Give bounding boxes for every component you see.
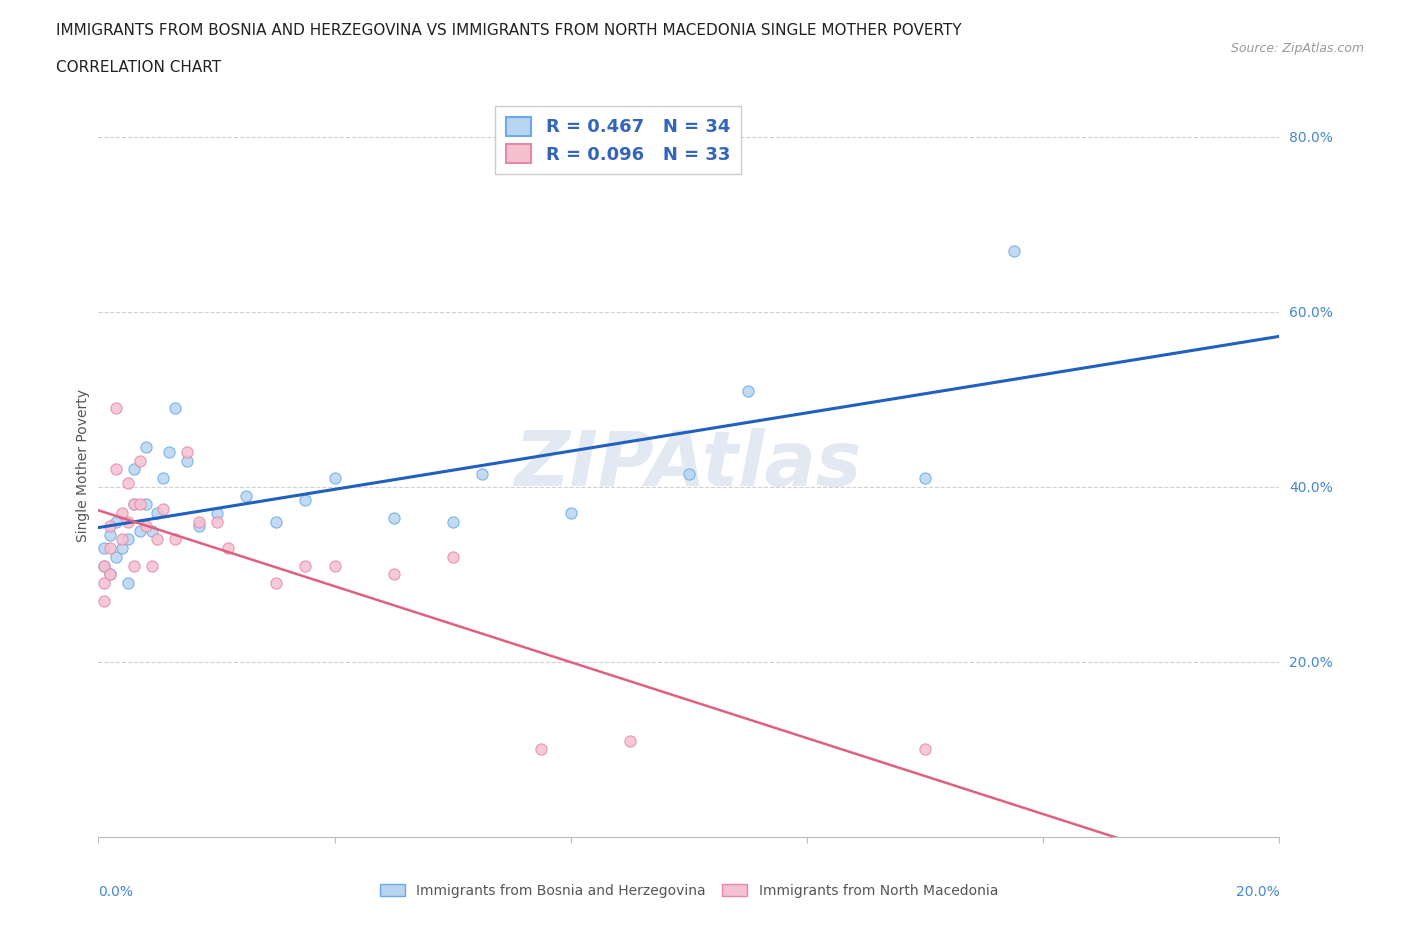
Text: ZIPAtlas: ZIPAtlas xyxy=(515,428,863,502)
Point xyxy=(93,558,115,573)
Point xyxy=(152,501,174,516)
Point xyxy=(122,497,145,512)
Point xyxy=(294,558,316,573)
Point xyxy=(93,540,115,555)
Point xyxy=(165,532,187,547)
Point xyxy=(93,576,115,591)
Point xyxy=(294,493,316,508)
Point xyxy=(117,514,139,529)
Y-axis label: Single Mother Poverty: Single Mother Poverty xyxy=(76,389,90,541)
Text: 0.0%: 0.0% xyxy=(98,885,134,899)
Point xyxy=(187,514,209,529)
Point xyxy=(141,558,163,573)
Point xyxy=(98,540,121,555)
Point xyxy=(619,733,641,748)
Point xyxy=(122,497,145,512)
Point xyxy=(187,519,209,534)
Point xyxy=(135,519,157,534)
Point xyxy=(157,445,180,459)
Point xyxy=(678,466,700,481)
Point xyxy=(146,532,169,547)
Legend: Immigrants from Bosnia and Herzegovina, Immigrants from North Macedonia: Immigrants from Bosnia and Herzegovina, … xyxy=(373,877,1005,905)
Point xyxy=(122,462,145,477)
Point xyxy=(382,510,405,525)
Point xyxy=(382,567,405,582)
Text: CORRELATION CHART: CORRELATION CHART xyxy=(56,60,221,75)
Point xyxy=(111,532,134,547)
Point xyxy=(93,593,115,608)
Point xyxy=(441,514,464,529)
Point xyxy=(93,558,115,573)
Point xyxy=(128,453,150,468)
Point xyxy=(205,506,228,521)
Point xyxy=(117,532,139,547)
Point xyxy=(441,550,464,565)
Point xyxy=(135,497,157,512)
Point xyxy=(122,558,145,573)
Point xyxy=(111,540,134,555)
Point xyxy=(205,514,228,529)
Point xyxy=(128,524,150,538)
Point xyxy=(111,506,134,521)
Point xyxy=(530,742,553,757)
Point xyxy=(323,558,346,573)
Point xyxy=(914,471,936,485)
Text: IMMIGRANTS FROM BOSNIA AND HERZEGOVINA VS IMMIGRANTS FROM NORTH MACEDONIA SINGLE: IMMIGRANTS FROM BOSNIA AND HERZEGOVINA V… xyxy=(56,23,962,38)
Point xyxy=(105,401,128,416)
Point xyxy=(323,471,346,485)
Point xyxy=(217,540,239,555)
Point xyxy=(264,576,287,591)
Point xyxy=(98,519,121,534)
Point xyxy=(105,550,128,565)
Text: Source: ZipAtlas.com: Source: ZipAtlas.com xyxy=(1230,42,1364,55)
Point xyxy=(128,497,150,512)
Point xyxy=(264,514,287,529)
Point xyxy=(1002,243,1025,258)
Point xyxy=(176,445,198,459)
Point xyxy=(235,488,257,503)
Point xyxy=(737,383,759,398)
Point xyxy=(105,462,128,477)
Point xyxy=(560,506,582,521)
Point xyxy=(117,475,139,490)
Point xyxy=(146,506,169,521)
Text: 20.0%: 20.0% xyxy=(1236,885,1279,899)
Point xyxy=(165,401,187,416)
Point xyxy=(135,440,157,455)
Point xyxy=(914,742,936,757)
Point xyxy=(176,453,198,468)
Point xyxy=(98,527,121,542)
Point xyxy=(105,514,128,529)
Point xyxy=(141,524,163,538)
Point xyxy=(98,567,121,582)
Point xyxy=(152,471,174,485)
Point xyxy=(98,567,121,582)
Point xyxy=(117,576,139,591)
Point xyxy=(471,466,494,481)
